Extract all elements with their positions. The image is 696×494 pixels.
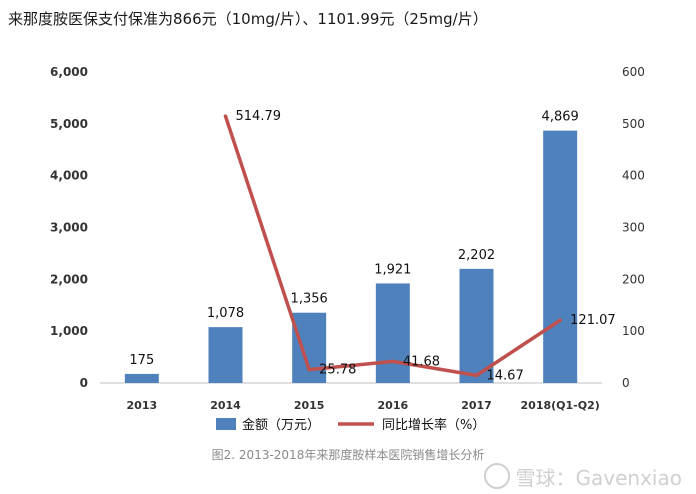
bar: [375, 283, 410, 383]
y-right-tick-label: 300: [622, 221, 645, 235]
bar-value-label: 2,202: [458, 248, 495, 263]
watermark: 雪球：Gavenxiao: [483, 462, 682, 491]
bar: [543, 130, 578, 383]
bar-value-label: 175: [129, 353, 154, 368]
line-point: [474, 373, 479, 378]
y-left-tick-label: 1,000: [50, 324, 88, 338]
bar-value-label: 4,869: [542, 110, 579, 125]
data-labels: 175 1,078 1,356 1,921 2,202 4,869 514.79 25.78 4…: [129, 109, 615, 383]
bar-series: [124, 130, 578, 383]
y-right-tick-label: 0: [622, 376, 630, 390]
bar: [459, 268, 494, 383]
line-value-label: 14.67: [487, 368, 524, 383]
chart-axes: 0 1,000 2,000 3,000 4,000 5,000 6,000 0 100 200 30…: [50, 65, 645, 412]
y-right-tick-label: 500: [622, 117, 645, 131]
x-tick-label: 2013: [127, 399, 158, 412]
line-point: [391, 359, 395, 364]
y-right-tick-label: 600: [622, 65, 645, 79]
y-left-tick-label: 3,000: [50, 221, 88, 235]
bar-value-label: 1,356: [291, 292, 328, 307]
x-tick-label: 2015: [294, 399, 325, 412]
chart-legend: 金额（万元） 同比增长率（%）: [216, 417, 485, 433]
line-value-label: 25.78: [319, 363, 356, 378]
bar: [124, 373, 159, 383]
y-left-tick-label: 0: [80, 376, 88, 390]
line-point: [558, 318, 562, 323]
line-value-label: 514.79: [236, 109, 282, 124]
y-left-tick-label: 6,000: [50, 65, 88, 79]
x-tick-label: 2014: [210, 399, 241, 412]
y-left-tick-label: 5,000: [50, 117, 88, 131]
legend-line-label: 同比增长率（%）: [382, 417, 485, 433]
line-point: [223, 114, 228, 118]
y-right-tick-label: 400: [622, 169, 645, 183]
page-headline: 来那度胺医保支付保准为866元（10mg/片）、1101.99元（25mg/片）: [8, 10, 488, 28]
x-tick-label: 2017: [461, 399, 492, 412]
watermark-text: 雪球：Gavenxiao: [515, 466, 682, 490]
line-value-label: 41.68: [403, 354, 440, 369]
bar-value-label: 1,078: [207, 306, 244, 321]
line-series: [223, 114, 562, 378]
legend-bar-swatch: [216, 418, 236, 430]
x-tick-label: 2018(Q1-Q2): [521, 399, 600, 412]
x-tick-label: 2016: [378, 399, 409, 412]
figure-caption: 图2. 2013-2018年来那度胺样本医院销售增长分析: [211, 448, 485, 462]
snowball-logo-icon: [483, 463, 510, 489]
line-value-label: 121.07: [570, 313, 616, 328]
y-right-tick-label: 100: [622, 324, 645, 338]
y-right-tick-label: 200: [622, 272, 645, 286]
bar-value-label: 1,921: [374, 262, 411, 277]
y-left-tick-label: 2,000: [50, 272, 88, 286]
y-left-tick-label: 4,000: [50, 169, 88, 183]
legend-bar-label: 金额（万元）: [242, 417, 320, 433]
bar: [208, 327, 243, 383]
line-point: [307, 367, 311, 372]
